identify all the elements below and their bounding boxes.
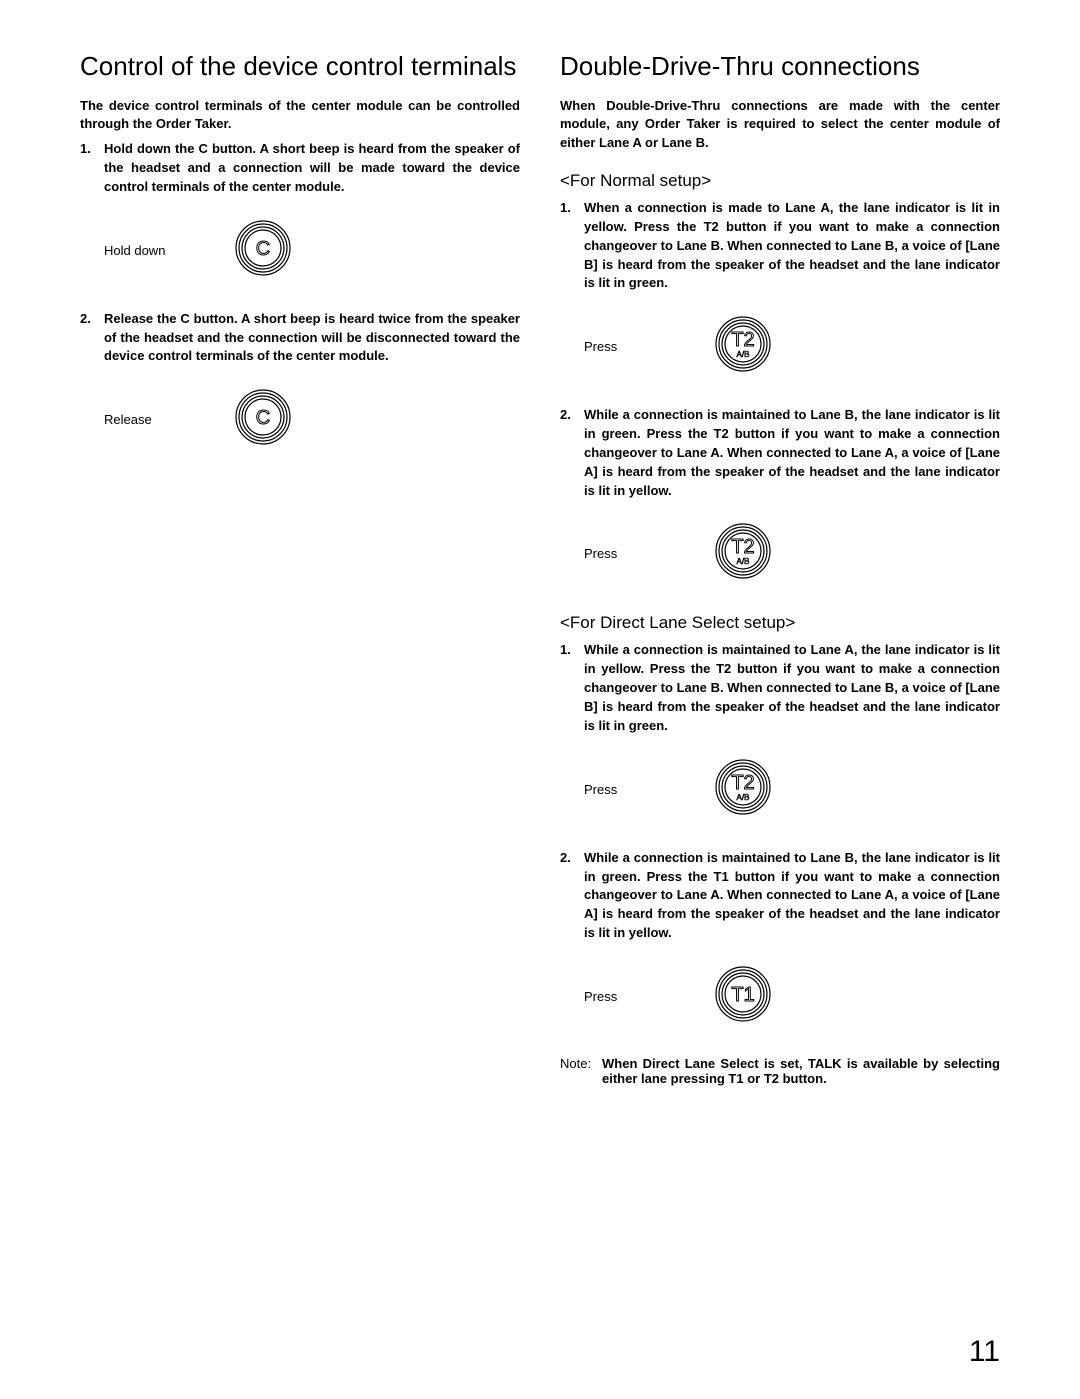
svg-text:A/B: A/B [737, 557, 750, 566]
fig-direct-2: Press T1 [584, 965, 1000, 1028]
note-text: When Direct Lane Select is set, TALK is … [602, 1056, 1000, 1086]
normal-step-1: When a connection is made to Lane A, the… [560, 199, 1000, 293]
press-label: Press [584, 546, 654, 561]
normal-step-2: While a connection is maintained to Lane… [560, 406, 1000, 500]
svg-text:C: C [256, 238, 270, 260]
press-label: Press [584, 782, 654, 797]
left-step-2: Release the C button. A short beep is he… [80, 310, 520, 367]
t1-button-icon: T1 [714, 965, 772, 1028]
svg-text:T2: T2 [731, 329, 754, 351]
right-column: Double-Drive-Thru connections When Doubl… [560, 50, 1000, 1086]
svg-text:T2: T2 [731, 772, 754, 794]
left-title: Control of the device control terminals [80, 50, 520, 83]
direct-heading: <For Direct Lane Select setup> [560, 613, 1000, 633]
svg-text:A/B: A/B [737, 793, 750, 802]
note-label: Note: [560, 1056, 591, 1071]
left-intro: The device control terminals of the cent… [80, 97, 520, 135]
right-intro: When Double-Drive-Thru connections are m… [560, 97, 1000, 154]
t2-button-icon: T2A/B [714, 315, 772, 378]
svg-text:T1: T1 [731, 984, 754, 1006]
fig-normal-2: Press T2A/B [584, 522, 1000, 585]
fig-normal-1: Press T2A/B [584, 315, 1000, 378]
fig-hold-down: Hold down C [104, 219, 520, 282]
direct-step-1: While a connection is maintained to Lane… [560, 641, 1000, 735]
svg-text:T2: T2 [731, 536, 754, 558]
t2-button-icon: T2A/B [714, 758, 772, 821]
left-step-1: Hold down the C button. A short beep is … [80, 140, 520, 197]
normal-heading: <For Normal setup> [560, 171, 1000, 191]
press-label: Press [584, 989, 654, 1004]
fig-label-release: Release [104, 412, 174, 427]
page-number: 11 [969, 1335, 1000, 1369]
c-button-icon: C [234, 219, 292, 282]
press-label: Press [584, 339, 654, 354]
svg-text:C: C [256, 407, 270, 429]
left-column: Control of the device control terminals … [80, 50, 520, 1086]
direct-step-2: While a connection is maintained to Lane… [560, 849, 1000, 943]
fig-direct-1: Press T2A/B [584, 758, 1000, 821]
svg-text:A/B: A/B [737, 350, 750, 359]
t2-button-icon: T2A/B [714, 522, 772, 585]
fig-label-hold: Hold down [104, 243, 174, 258]
fig-release: Release C [104, 388, 520, 451]
c-button-icon: C [234, 388, 292, 451]
note: Note: When Direct Lane Select is set, TA… [560, 1056, 1000, 1086]
right-title: Double-Drive-Thru connections [560, 50, 1000, 83]
